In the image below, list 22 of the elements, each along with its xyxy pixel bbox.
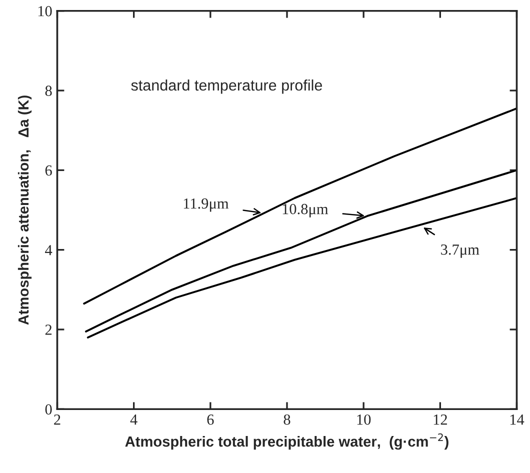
x-tick-label: 8 bbox=[284, 414, 290, 425]
annotation: standard temperature profile bbox=[131, 79, 322, 94]
y-axis-title: Atmospheric attenuation, Δa (K) bbox=[18, 96, 32, 325]
line-series bbox=[83, 107, 517, 305]
y-tick-label: 4 bbox=[45, 245, 52, 256]
annotation: 3.7μm bbox=[441, 244, 480, 258]
x-tick-label: 6 bbox=[207, 414, 214, 425]
y-tick-label: 10 bbox=[38, 6, 52, 16]
y-tick-label: 2 bbox=[45, 324, 52, 335]
x-tick-label: 12 bbox=[434, 414, 447, 425]
y-tick-label: 0 bbox=[45, 404, 52, 415]
x-tick-label: 4 bbox=[130, 414, 138, 425]
x-tick-label: 14 bbox=[510, 414, 524, 425]
x-tick-label: 10 bbox=[357, 414, 371, 425]
annotation: 11.9μm bbox=[184, 198, 229, 212]
x-axis-title: Atmospheric total precipitable water, (g·cm$^{−2}$) bbox=[125, 433, 448, 450]
line-series bbox=[86, 197, 517, 338]
y-tick-label: 6 bbox=[45, 165, 52, 176]
x-tick-label: 2 bbox=[54, 414, 60, 425]
y-tick-label: 8 bbox=[45, 86, 52, 96]
line-series bbox=[84, 169, 517, 332]
annotation: 10.8μm bbox=[282, 204, 328, 218]
